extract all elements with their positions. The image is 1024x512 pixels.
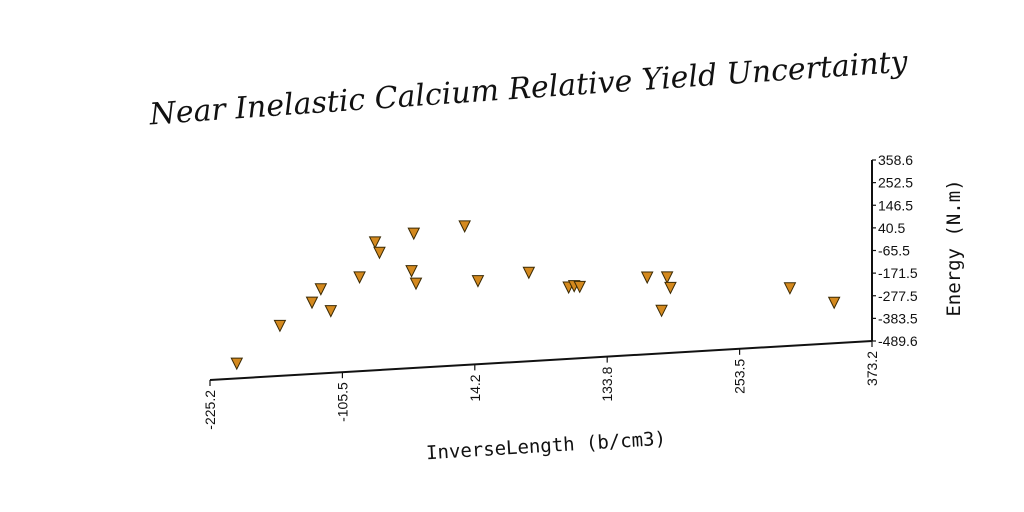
data-point bbox=[324, 305, 338, 318]
data-point bbox=[273, 319, 287, 333]
x-tick-label: 373.2 bbox=[864, 351, 880, 386]
y-tick-label: 358.6 bbox=[878, 152, 913, 168]
y-tick-label: 40.5 bbox=[878, 220, 905, 236]
data-point bbox=[522, 266, 536, 280]
data-point bbox=[305, 296, 319, 310]
chart-title: Near Inelastic Calcium Relative Yield Un… bbox=[147, 44, 909, 132]
x-tick-label: -105.5 bbox=[334, 382, 350, 422]
data-point bbox=[573, 280, 587, 294]
data-point bbox=[409, 277, 423, 291]
data-point bbox=[640, 271, 654, 285]
data-point bbox=[660, 271, 674, 285]
data-point bbox=[405, 265, 418, 278]
data-point bbox=[368, 236, 382, 249]
data-point bbox=[783, 282, 797, 295]
data-point bbox=[471, 275, 485, 288]
x-axis-line bbox=[209, 340, 873, 381]
data-point bbox=[655, 304, 668, 318]
y-tick-label: -277.5 bbox=[878, 288, 918, 304]
data-point bbox=[230, 357, 244, 371]
data-point bbox=[458, 220, 471, 233]
x-tick-label: -225.2 bbox=[202, 390, 218, 430]
data-point bbox=[353, 271, 366, 284]
y-tick-label: -489.6 bbox=[878, 333, 918, 349]
y-tick-label: -383.5 bbox=[878, 310, 918, 326]
y-axis-label: Energy (N.m) bbox=[943, 179, 965, 316]
data-point bbox=[827, 296, 841, 310]
x-tick-label: 133.8 bbox=[599, 366, 615, 401]
x-tick-label: 253.5 bbox=[732, 359, 748, 394]
y-axis: 358.6 252.5 146.5 40.5 -65.5 -171.5 -277.5 -383… bbox=[871, 152, 918, 349]
y-tick-label: 146.5 bbox=[878, 197, 913, 213]
y-tick-label: -171.5 bbox=[878, 265, 918, 281]
x-axis-label: InverseLength (b/cm3) bbox=[425, 428, 666, 465]
data-point bbox=[664, 281, 677, 295]
data-point bbox=[407, 227, 421, 241]
x-axis: -225.2 -105.5 14.2 133.8 253.5 373.2 bbox=[202, 340, 880, 430]
data-point bbox=[314, 283, 328, 296]
data-point bbox=[373, 246, 386, 260]
y-tick-label: 252.5 bbox=[878, 175, 913, 191]
y-tick-label: -65.5 bbox=[878, 243, 910, 259]
x-tick-label: 14.2 bbox=[467, 374, 483, 401]
data-points bbox=[230, 220, 841, 371]
